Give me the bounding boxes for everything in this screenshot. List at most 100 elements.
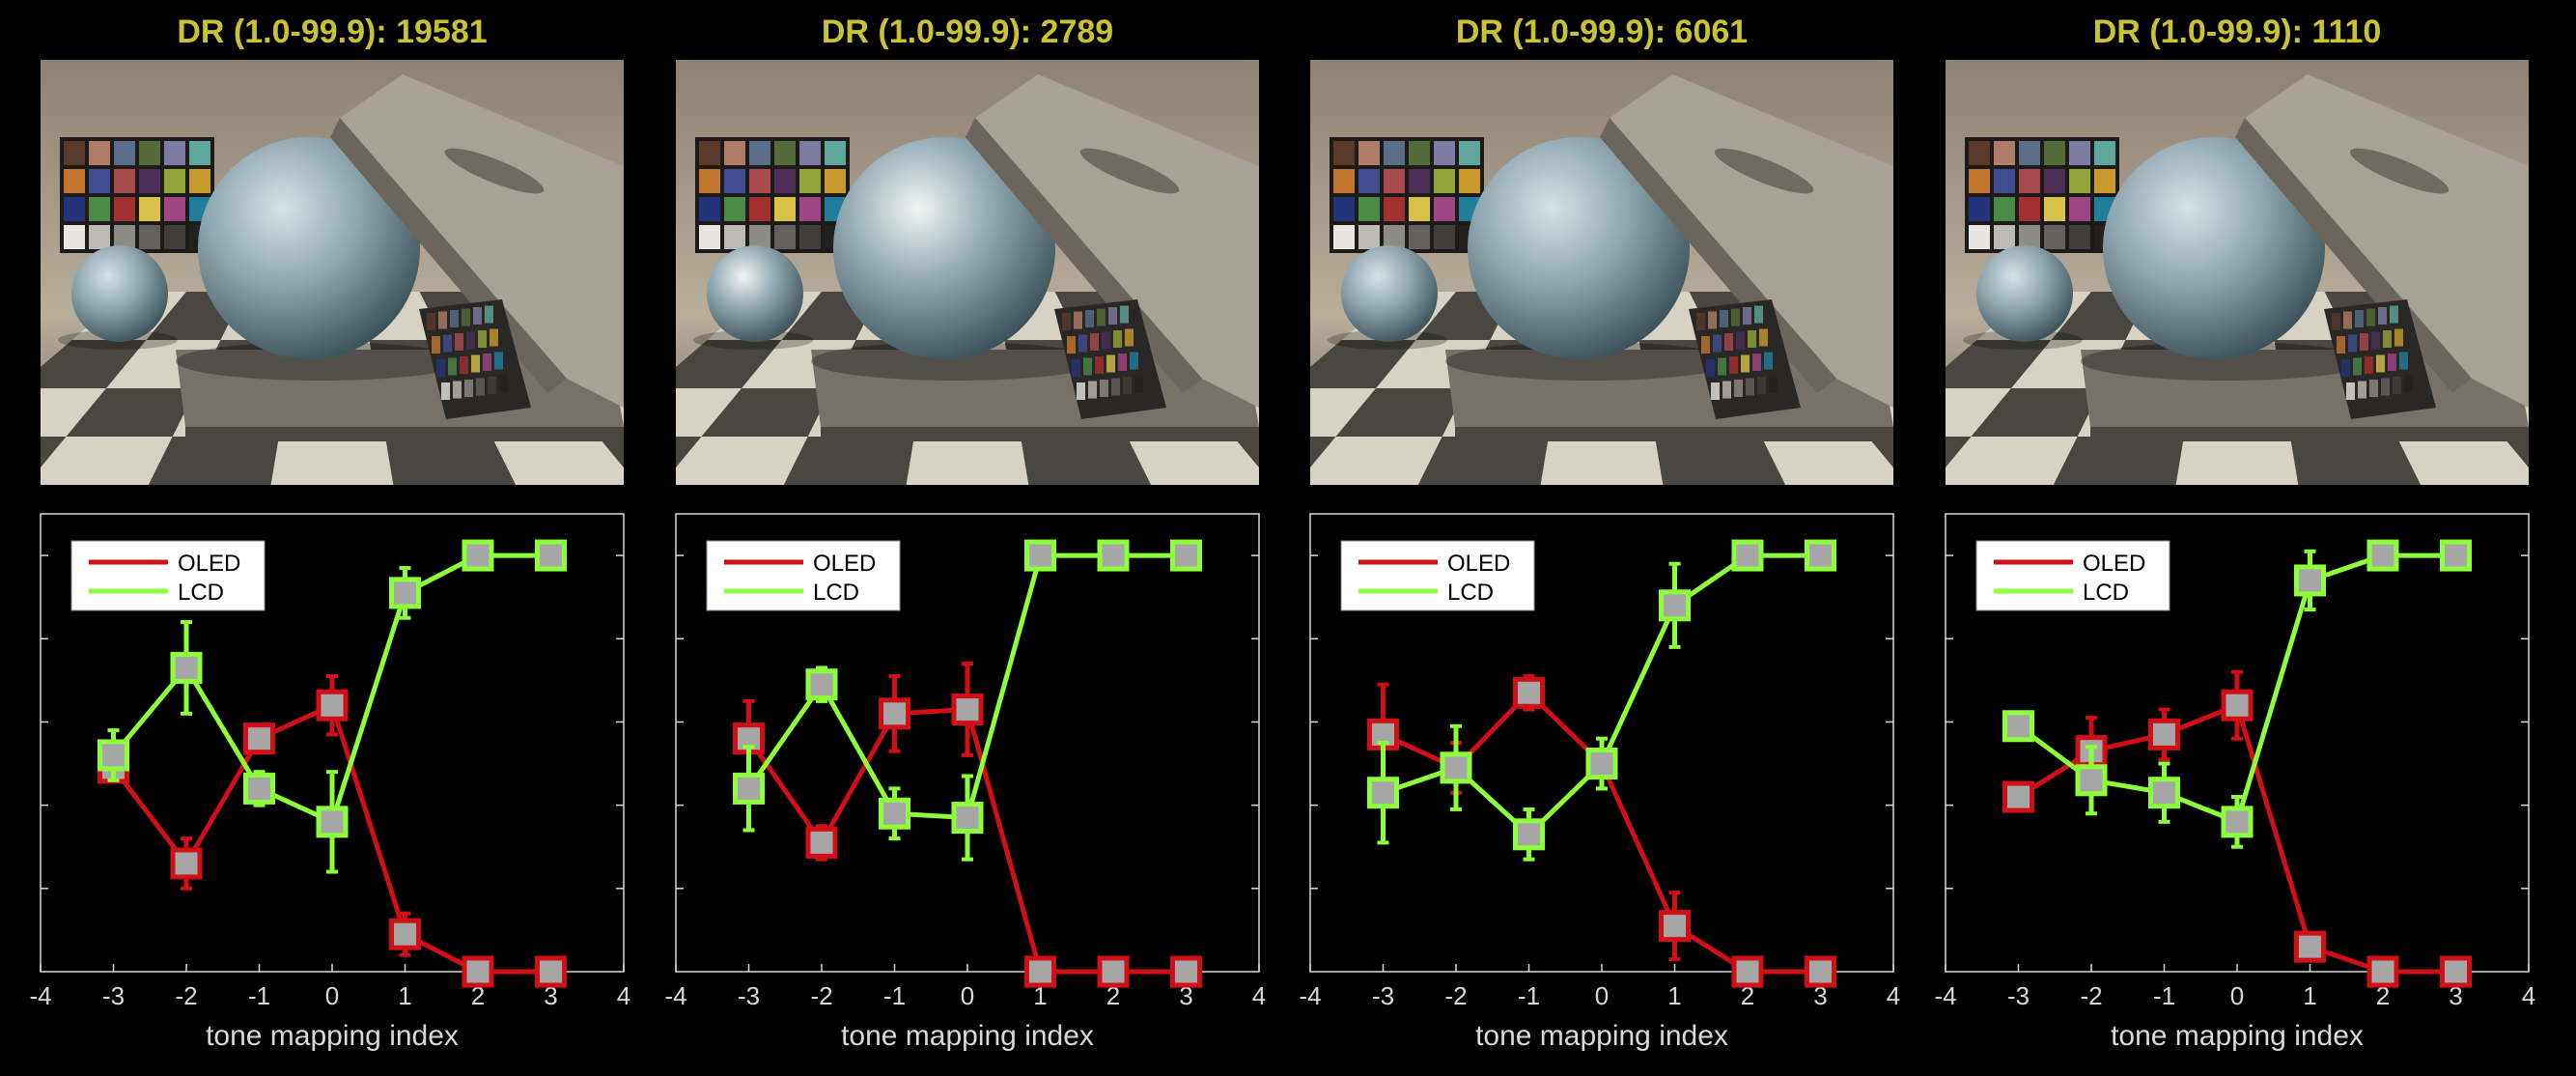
panel-title: DR (1.0-99.9): 1110 [2092,14,2382,50]
data-point [2148,718,2180,750]
data-point [2440,955,2472,988]
series-line [1382,690,1821,975]
data-point [1097,539,1130,572]
color-checker [1330,137,1484,253]
data-point [1513,676,1545,709]
x-tick-label: 3 [2449,981,2462,1010]
panel-3: DR (1.0-99.9): 6061 -4 -3 -2 -1 0 1 2 3 4 tone ma… [1299,0,1900,1076]
data-point [2002,710,2034,743]
rendered-scene-image [1310,60,1893,485]
panel-4: DR (1.0-99.9): 1110 -4 -3 -2 -1 0 1 2 3 4 tone ma… [1934,0,2535,1076]
x-tick-label: -3 [102,981,125,1010]
data-point [2440,539,2472,572]
legend [706,540,901,611]
x-tick-label: 3 [1179,981,1192,1010]
data-point [805,668,838,701]
x-tick-label: -1 [2153,981,2175,1010]
legend-label: LCD [2083,580,2129,606]
x-axis-label: tone mapping index [2111,1020,2364,1052]
x-tick-label: -4 [29,981,51,1010]
panel-title: DR (1.0-99.9): 6061 [1455,14,1749,50]
x-axis-label: tone mapping index [206,1020,459,1052]
data-point [2148,777,2180,809]
rendered-scene-image [1946,60,2529,485]
small-sphere [71,245,168,342]
data-point [316,689,349,722]
x-tick-label: 1 [398,981,411,1010]
data-point [733,772,765,805]
panel-title: DR (1.0-99.9): 2789 [821,14,1114,50]
legend [1340,540,1535,611]
series-oled [2002,669,2472,988]
series-oled [1367,674,1836,988]
x-tick-label: 0 [325,981,339,1010]
legend [70,540,266,611]
data-point [1097,955,1130,988]
color-checker [60,137,214,253]
x-tick-label: -1 [883,981,906,1010]
rendered-scene-image [41,60,624,485]
data-point [1585,748,1618,780]
large-sphere [833,137,1055,359]
data-point [2221,806,2254,838]
data-point [462,955,494,988]
data-point [170,847,203,880]
data-point [1024,955,1056,988]
x-tick-label: 4 [2522,981,2535,1010]
data-point [2002,780,2034,813]
x-tick-label: 0 [1595,981,1609,1010]
data-point [1513,818,1545,851]
x-tick-label: 4 [1887,981,1900,1010]
data-point [389,918,421,950]
data-point [1024,539,1056,572]
x-axis-label: tone mapping index [841,1020,1094,1052]
data-point [951,802,984,835]
x-tick-label: -4 [1299,981,1321,1010]
x-tick-label: 0 [961,981,974,1010]
data-point [805,826,838,859]
x-tick-label: 1 [1033,981,1047,1010]
data-point [2294,930,2326,963]
x-tick-label: 2 [1106,981,1120,1010]
small-sphere [1341,245,1438,342]
color-checker [695,137,850,253]
tone-mapping-chart: -4 -3 -2 -1 0 1 2 3 4 tone mapping index OLED LCD [664,513,1266,1052]
data-point [2075,764,2108,797]
data-point [2366,955,2399,988]
x-tick-label: 4 [617,981,630,1010]
series-lcd [733,539,1202,862]
rendered-scene-image [676,60,1259,485]
x-tick-label: -4 [1934,981,1956,1010]
x-tick-label: -4 [664,981,686,1010]
panel-2: DR (1.0-99.9): 2789 -4 -3 -2 -1 0 1 2 3 4 tone ma… [664,0,1266,1076]
legend-label: OLED [1447,551,1510,577]
large-sphere [198,137,420,359]
data-point [1731,539,1764,572]
series-lcd [1367,539,1836,862]
series-lcd [98,539,567,874]
x-tick-label: -2 [2080,981,2102,1010]
data-point [98,739,129,772]
legend-label: LCD [1447,580,1494,606]
x-tick-label: -1 [248,981,270,1010]
data-point [1440,751,1472,784]
data-point [879,697,910,730]
x-tick-label: -2 [810,981,832,1010]
large-sphere [1468,137,1690,359]
data-point [2221,689,2254,722]
legend-label: OLED [813,551,876,577]
data-point [535,539,567,572]
tone-mapping-chart: -4 -3 -2 -1 0 1 2 3 4 tone mapping index OLED LCD [29,513,630,1052]
x-tick-label: -2 [1444,981,1467,1010]
tilted-board [340,74,624,408]
panel-1: DR (1.0-99.9): 19581 -4 -3 -2 -1 0 1 2 3 4 tone m… [29,0,630,1076]
large-sphere [2103,137,2325,359]
x-tick-label: 3 [1813,981,1827,1010]
data-point [1805,955,1836,988]
legend-label: LCD [813,580,859,606]
color-checker [1965,137,2119,253]
tone-mapping-chart: -4 -3 -2 -1 0 1 2 3 4 tone mapping index OLED LCD [1299,513,1900,1052]
data-point [462,539,494,572]
x-tick-label: 3 [544,981,557,1010]
small-sphere [707,245,803,342]
